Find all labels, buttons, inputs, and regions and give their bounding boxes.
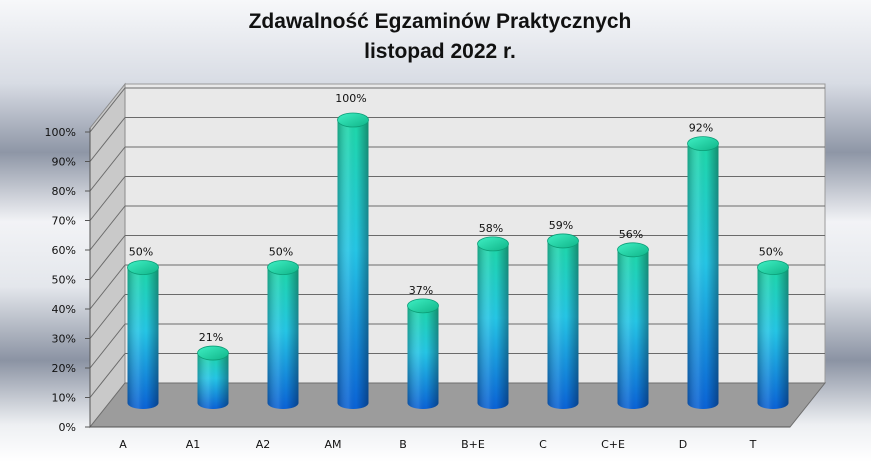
x-tick-label: A2 — [256, 438, 271, 451]
bar — [197, 345, 229, 410]
data-label: 59% — [549, 219, 573, 232]
y-tick-label: 70% — [52, 215, 76, 228]
gridline-side — [89, 205, 126, 251]
x-tick-label: B+E — [461, 438, 485, 451]
bar-cap — [337, 112, 369, 128]
gridline-side — [89, 235, 126, 280]
x-tick-label: AM — [324, 438, 341, 451]
bar — [547, 233, 579, 410]
y-tick-label: 40% — [52, 303, 76, 316]
y-tick-label: 100% — [45, 126, 76, 139]
x-tick-label: T — [749, 438, 757, 451]
gridline-side — [89, 87, 126, 133]
gridline-side — [89, 264, 126, 310]
bar-cap — [477, 236, 509, 252]
gridline-side — [89, 176, 126, 221]
data-label: 92% — [689, 122, 713, 135]
y-tick-label: 50% — [52, 274, 76, 287]
bar-cap — [617, 242, 649, 258]
y-tick-label: 0% — [59, 421, 76, 434]
bar — [407, 298, 439, 410]
plot-back-wall — [124, 83, 826, 384]
gridline-side — [89, 294, 126, 339]
data-label: 50% — [129, 246, 153, 259]
bar-shade — [197, 353, 229, 410]
y-tick-label: 60% — [52, 244, 76, 257]
bar-cap — [127, 260, 159, 275]
chart-subtitle: listopad 2022 r. — [364, 40, 516, 63]
gridline-side — [89, 146, 126, 192]
data-label: 58% — [479, 222, 503, 235]
bar-shade — [757, 267, 789, 410]
bar — [127, 260, 159, 410]
y-tick-label: 30% — [52, 333, 76, 346]
x-tick-label: A1 — [186, 438, 201, 451]
data-label: 50% — [759, 246, 783, 259]
bar — [757, 260, 789, 410]
bar-cap — [197, 345, 229, 361]
x-tick-label: D — [679, 438, 687, 451]
x-tick-label: A — [119, 438, 127, 451]
bar — [687, 136, 719, 410]
y-tick-label: 20% — [52, 362, 76, 375]
y-tick-label: 90% — [52, 156, 76, 169]
y-tick-label: 10% — [52, 392, 76, 405]
data-label: 21% — [199, 331, 223, 344]
data-label: 50% — [269, 246, 293, 259]
y-tick-label: 80% — [52, 185, 76, 198]
data-label: 100% — [335, 92, 366, 105]
gridline-side — [89, 353, 126, 398]
bar — [617, 242, 649, 410]
bar-cap — [547, 233, 579, 249]
x-tick-label: B — [399, 438, 407, 451]
bar-cap — [757, 260, 789, 275]
bar-shade — [687, 143, 719, 410]
bar-shade — [407, 305, 439, 410]
bar-cap — [687, 136, 719, 152]
x-tick-label: C — [539, 438, 547, 451]
gridline-side — [89, 117, 126, 162]
bar-cap — [407, 298, 439, 314]
data-label: 37% — [409, 284, 433, 297]
data-label: 56% — [619, 228, 643, 241]
bar-shade — [617, 249, 649, 410]
chart-title: Zdawalność Egzaminów Praktycznych — [248, 10, 632, 33]
bar-shade — [547, 240, 579, 410]
x-tick-label: C+E — [601, 438, 625, 451]
bar — [337, 112, 369, 410]
bar-shade — [267, 267, 299, 410]
bar-shade — [477, 243, 509, 410]
bar-shade — [127, 267, 159, 410]
bar-cap — [267, 260, 299, 275]
bar — [267, 260, 299, 410]
bar-shade — [337, 120, 369, 410]
bar — [477, 236, 509, 410]
gridline-side — [89, 323, 126, 369]
